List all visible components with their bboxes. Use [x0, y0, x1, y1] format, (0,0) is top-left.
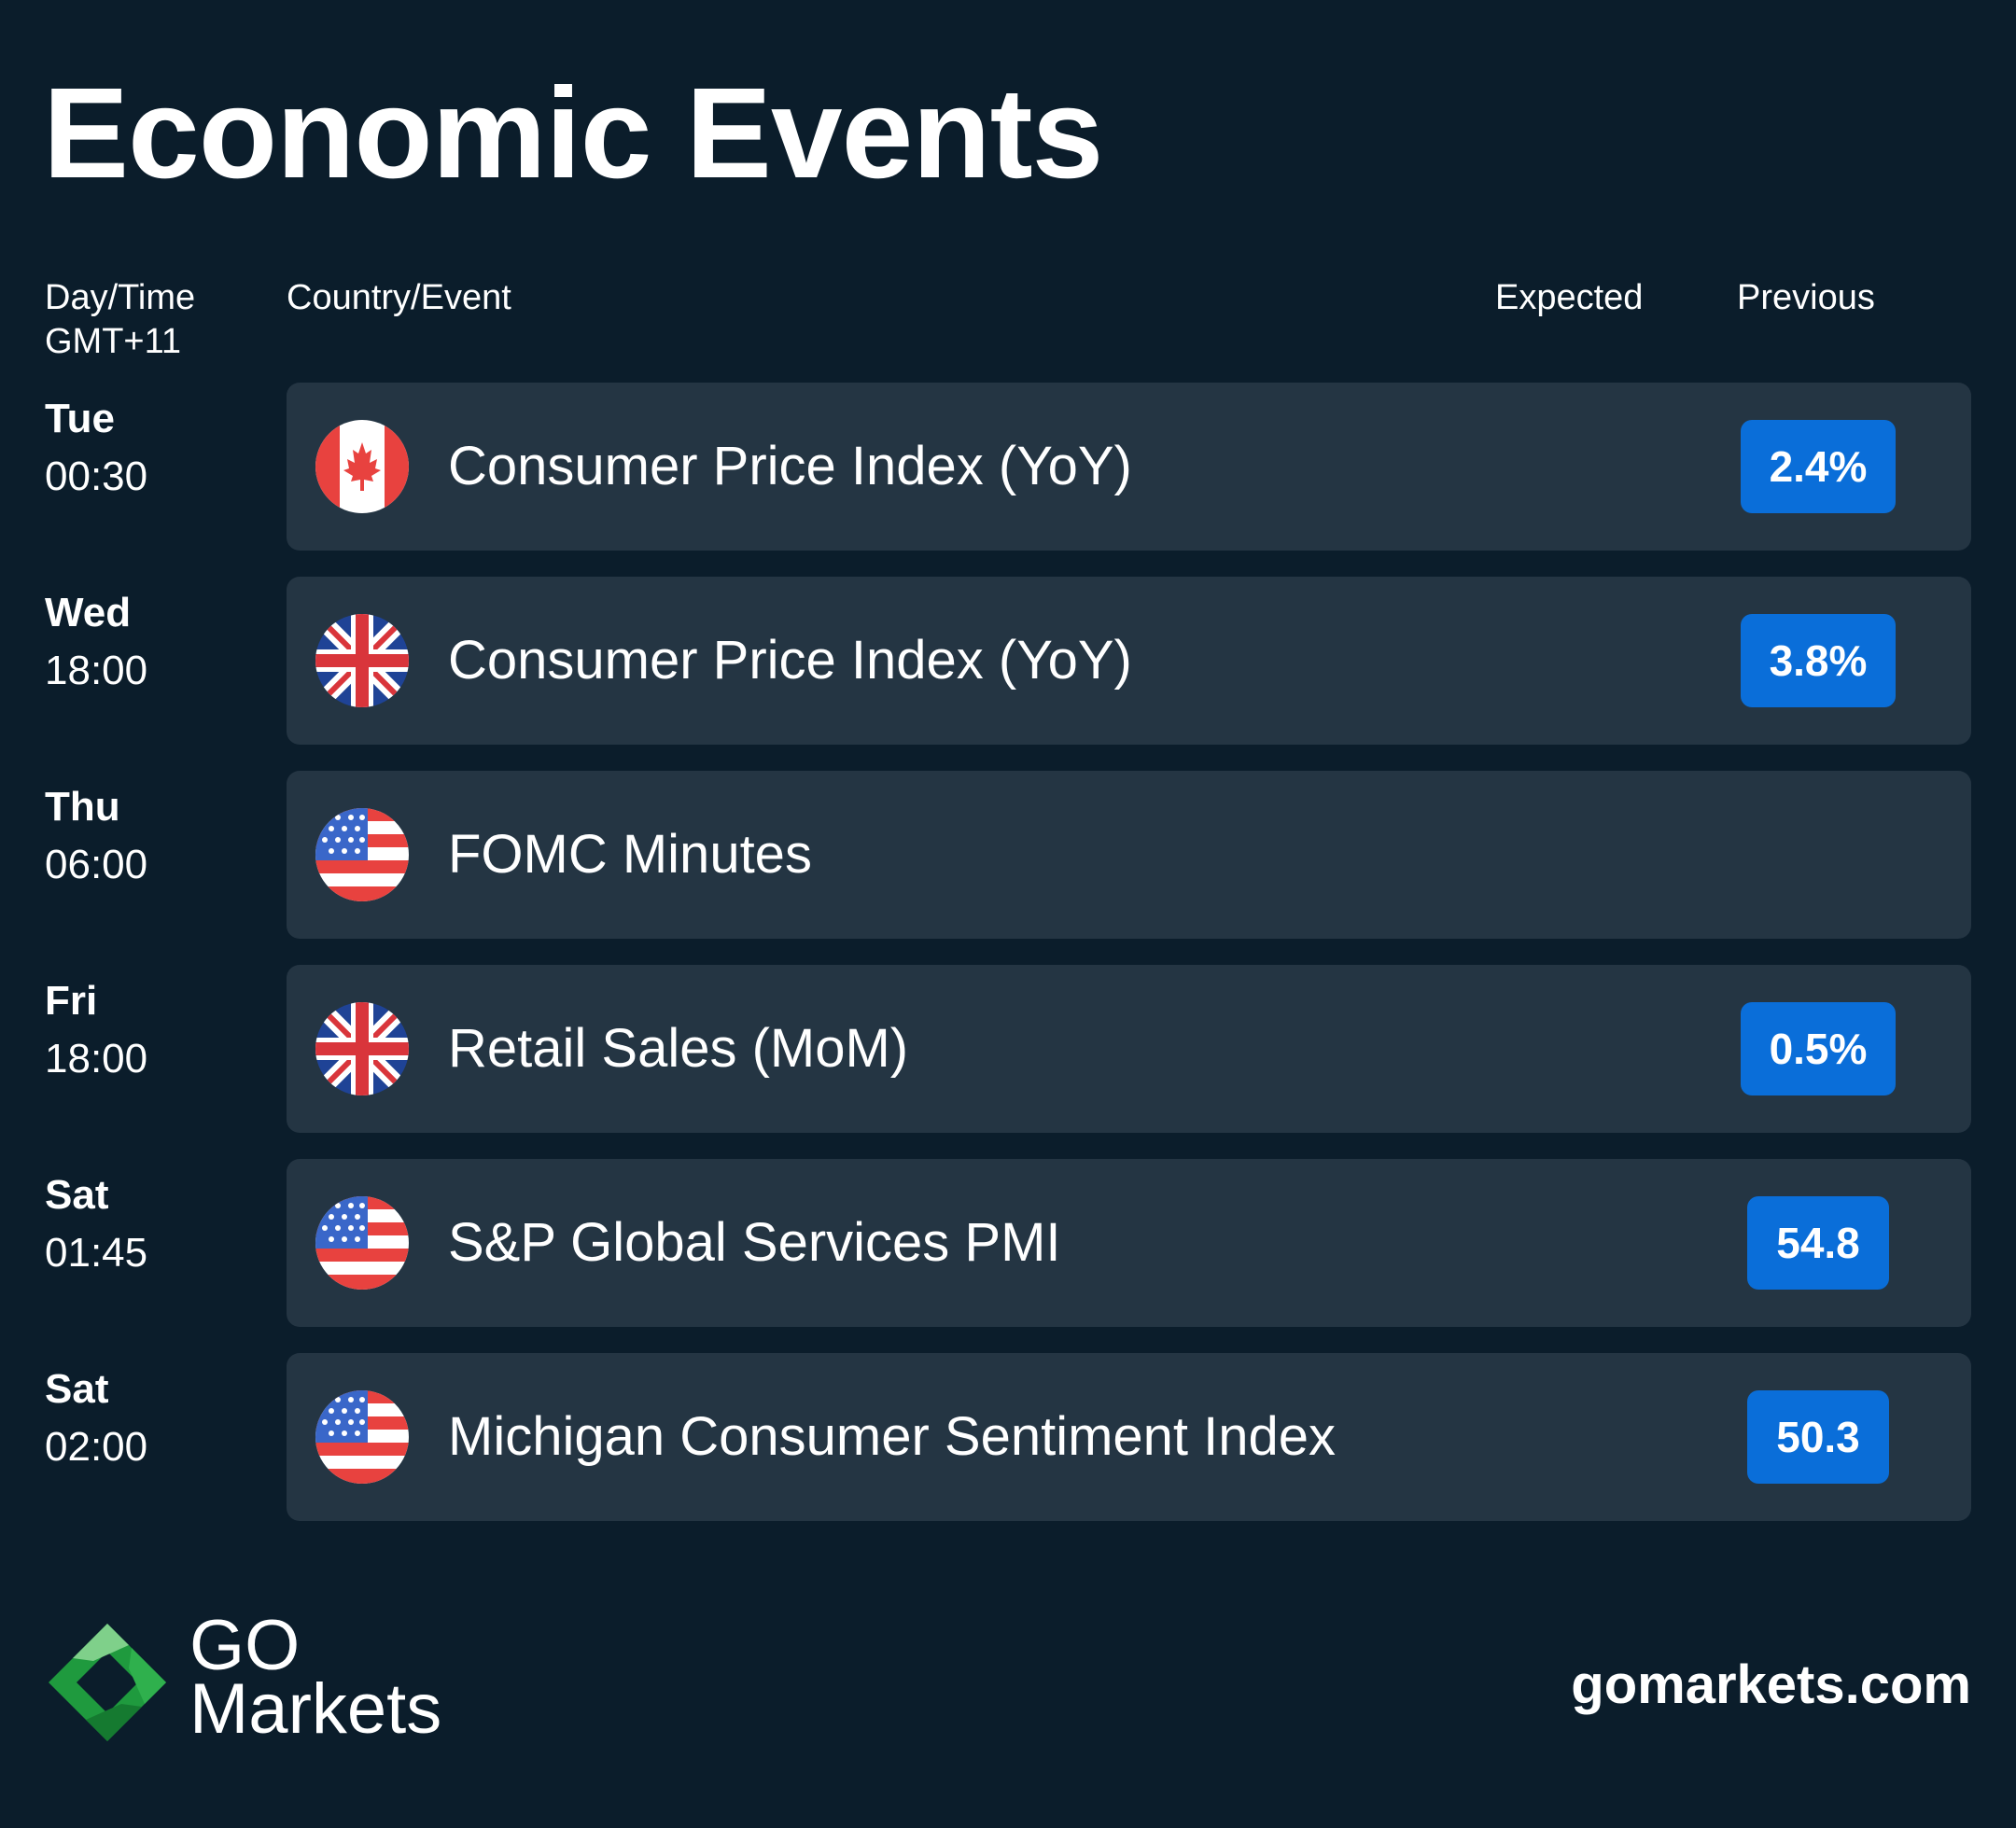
event-name: Consumer Price Index (YoY) [448, 436, 1132, 496]
day-time-label: Day/Time [45, 278, 196, 317]
website-url: gomarkets.com [1571, 1654, 1971, 1715]
uk-flag-icon [315, 1002, 409, 1095]
event-name: Michigan Consumer Sentiment Index [448, 1406, 1337, 1467]
event-row[interactable]: Consumer Price Index (YoY) 3.8% [287, 577, 1971, 745]
event-time: Thu 06:00 [45, 778, 147, 894]
event-time: Sat 02:00 [45, 1361, 147, 1476]
page-title: Economic Events [43, 62, 1103, 205]
event-row[interactable]: Retail Sales (MoM) 0.5% [287, 965, 1971, 1133]
event-clock: 06:00 [45, 842, 148, 887]
previous-value-badge: 50.3 [1747, 1390, 1889, 1484]
event-day: Tue [45, 396, 115, 441]
event-time: Tue 00:30 [45, 390, 147, 506]
column-header-previous: Previous [1737, 278, 1875, 317]
event-name: S&P Global Services PMI [448, 1212, 1061, 1273]
column-header-expected: Expected [1495, 278, 1644, 317]
event-name: Retail Sales (MoM) [448, 1018, 909, 1079]
event-day: Wed [45, 590, 132, 635]
event-time: Wed 18:00 [45, 584, 147, 700]
go-markets-logo-icon [45, 1620, 170, 1745]
logo-line-go: GO [189, 1606, 301, 1685]
column-header-country-event: Country/Event [287, 278, 511, 317]
previous-value-badge: 3.8% [1741, 614, 1896, 707]
column-header-day-time: Day/Time GMT+11 [45, 276, 195, 364]
event-name: Consumer Price Index (YoY) [448, 630, 1132, 691]
event-name: FOMC Minutes [448, 824, 812, 885]
event-row[interactable]: Michigan Consumer Sentiment Index 50.3 [287, 1353, 1971, 1521]
event-day: Sat [45, 1172, 109, 1218]
logo-line-markets: Markets [189, 1669, 442, 1749]
previous-value-badge: 54.8 [1747, 1196, 1889, 1290]
event-day: Sat [45, 1366, 109, 1412]
canada-flag-icon [315, 420, 409, 513]
uk-flag-icon [315, 614, 409, 707]
us-flag-icon [315, 808, 409, 901]
event-row[interactable]: Consumer Price Index (YoY) 2.4% [287, 383, 1971, 551]
previous-value-badge: 0.5% [1741, 1002, 1896, 1095]
event-time: Fri 18:00 [45, 972, 147, 1088]
event-day: Fri [45, 978, 98, 1024]
event-day: Thu [45, 784, 120, 830]
previous-value-badge: 2.4% [1741, 420, 1896, 513]
go-markets-logo-text: GO Markets [189, 1606, 442, 1749]
event-clock: 18:00 [45, 648, 148, 693]
us-flag-icon [315, 1390, 409, 1484]
timezone-label: GMT+11 [45, 322, 182, 361]
event-clock: 01:45 [45, 1230, 148, 1276]
event-row[interactable]: FOMC Minutes [287, 771, 1971, 939]
event-time: Sat 01:45 [45, 1166, 147, 1282]
us-flag-icon [315, 1196, 409, 1290]
event-clock: 00:30 [45, 454, 148, 499]
event-row[interactable]: S&P Global Services PMI 54.8 [287, 1159, 1971, 1327]
event-clock: 18:00 [45, 1036, 148, 1081]
event-clock: 02:00 [45, 1424, 148, 1470]
